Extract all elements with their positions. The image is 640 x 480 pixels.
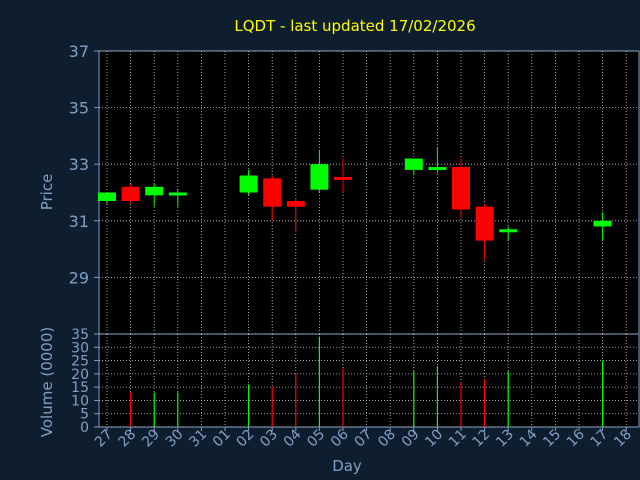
x-tick-label: 29 (139, 427, 163, 451)
x-tick-label: 01 (210, 427, 234, 451)
x-tick-label: 16 (564, 426, 588, 450)
candle-body (428, 167, 447, 171)
day-axis-label: Day (332, 457, 362, 475)
x-tick-label: 28 (116, 427, 140, 451)
volume-tick-label: 15 (71, 380, 89, 396)
candle-body (145, 186, 164, 196)
candle-body (475, 206, 494, 241)
candle-body (334, 176, 352, 180)
x-tick-label: 03 (257, 427, 281, 451)
x-tick-label: 27 (92, 427, 116, 451)
candle-body (499, 229, 518, 233)
price-tick-label: 35 (69, 99, 89, 118)
candle-body (286, 200, 305, 207)
x-tick-label: 07 (352, 427, 376, 451)
candle-body (404, 158, 423, 170)
candle-body (168, 192, 187, 196)
volume-tick-label: 20 (71, 367, 89, 383)
volume-tick-label: 0 (80, 420, 89, 436)
x-tick-label: 09 (399, 427, 423, 451)
candle-body (452, 167, 470, 210)
volume-tick-label: 25 (71, 354, 89, 370)
x-tick-label: 30 (163, 427, 187, 451)
x-tick-label: 17 (588, 427, 612, 451)
volume-plot-area (98, 333, 640, 428)
x-tick-label: 05 (304, 427, 328, 451)
price-plot: 29 31 33 35 37 (69, 42, 640, 335)
volume-tick-label: 5 (80, 407, 89, 423)
candle-body (239, 175, 258, 193)
x-tick-label: 14 (517, 426, 541, 450)
candle-body (310, 164, 329, 190)
volume-tick-label: 10 (71, 393, 89, 409)
x-tick-label: 08 (375, 427, 399, 451)
x-tick-label: 04 (281, 426, 305, 450)
x-tick-label: 13 (493, 427, 517, 451)
volume-tick-label: 30 (71, 340, 89, 356)
x-tick-label: 31 (186, 427, 210, 451)
chart-title: LQDT - last updated 17/02/2026 (234, 17, 475, 35)
price-tick-label: 33 (69, 155, 89, 174)
x-tick-labels: 27 28 29 30 31 01 02 03 04 05 06 07 08 09 10 11 12 13 14 15… (92, 426, 635, 450)
x-tick-label: 11 (446, 427, 470, 451)
candle-body (121, 186, 140, 201)
x-tick-label: 06 (328, 426, 352, 450)
price-tick-label: 29 (69, 268, 89, 287)
x-tick-label: 10 (422, 427, 446, 451)
price-tick-label: 37 (69, 42, 89, 61)
price-axis-label: Price (38, 174, 56, 211)
price-tick-label: 31 (69, 212, 89, 231)
x-tick-label: 15 (540, 427, 564, 451)
x-tick-label: 12 (470, 427, 494, 451)
candle-body (593, 220, 612, 227)
price-plot-area (98, 50, 640, 335)
x-tick-label: 18 (611, 427, 635, 451)
volume-axis-label: Volume (0000) (38, 327, 56, 437)
candle-body (263, 178, 282, 207)
x-tick-label: 02 (234, 427, 258, 451)
candle-body (98, 192, 116, 201)
volume-tick-label: 35 (71, 327, 89, 343)
